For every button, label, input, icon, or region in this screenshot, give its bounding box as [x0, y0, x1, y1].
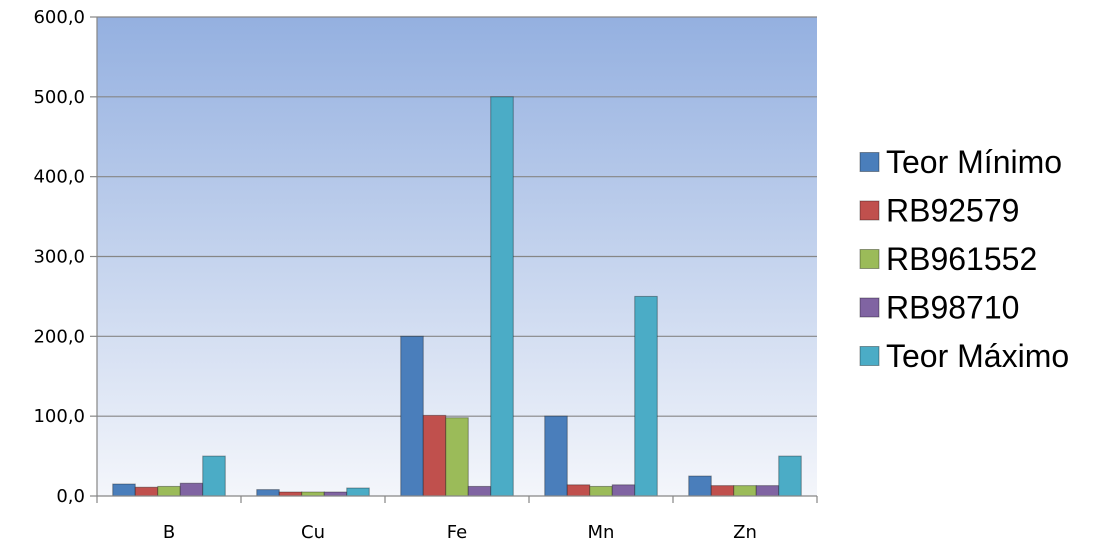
y-tick-label: 200,0	[33, 326, 85, 347]
legend-label: RB98710	[886, 290, 1019, 326]
legend-label: RB92579	[886, 193, 1019, 229]
y-tick-label: 500,0	[33, 87, 85, 108]
y-tick-label: 600,0	[33, 7, 85, 28]
legend-swatch	[859, 346, 880, 366]
bar	[112, 483, 136, 497]
bar	[467, 485, 492, 497]
bar	[611, 484, 636, 497]
bar	[202, 455, 226, 497]
bars	[112, 96, 802, 497]
legend: Teor Mínimo RB92579 RB961552 RB98710 Teor Má…	[859, 144, 1069, 374]
bar	[256, 489, 280, 497]
bar	[755, 485, 780, 497]
bar	[157, 485, 181, 497]
legend-swatch	[859, 200, 880, 221]
bar	[544, 415, 568, 497]
bar	[634, 295, 658, 497]
legend-label: RB961552	[886, 241, 1037, 277]
bar	[710, 485, 735, 497]
gridlines	[97, 16, 817, 417]
y-tick-label: 0,0	[56, 486, 85, 507]
legend-swatch	[859, 152, 880, 172]
bar	[490, 96, 514, 497]
legend-label: Teor Mínimo	[886, 144, 1062, 180]
y-tick-label: 400,0	[33, 167, 85, 188]
bar	[179, 482, 204, 497]
bar	[778, 455, 802, 497]
legend-swatch	[859, 249, 880, 269]
bar	[422, 414, 447, 497]
x-category-label: Zn	[733, 522, 757, 543]
x-category-label: Mn	[588, 522, 615, 543]
bar	[566, 484, 591, 497]
legend-swatch	[859, 297, 880, 318]
x-category-label: Fe	[447, 522, 467, 543]
x-category-label: B	[163, 522, 175, 543]
bar	[346, 487, 370, 497]
bar	[445, 417, 469, 497]
bar	[400, 335, 424, 497]
bar	[589, 485, 613, 497]
bar	[733, 485, 757, 497]
bar	[134, 486, 159, 497]
legend-label: Teor Máximo	[886, 338, 1069, 374]
axes: 0,0 100,0 200,0 300,0 400,0 500,0 600,0 B Cu Fe Mn…	[33, 7, 818, 543]
bar	[688, 475, 712, 497]
y-tick-label: 100,0	[33, 406, 85, 427]
y-tick-label: 300,0	[33, 247, 85, 268]
x-category-label: Cu	[301, 522, 325, 543]
